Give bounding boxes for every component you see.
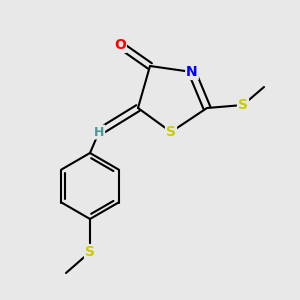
Text: O: O [114, 38, 126, 52]
Text: S: S [166, 125, 176, 139]
Text: S: S [238, 98, 248, 112]
Text: H: H [94, 125, 104, 139]
Text: S: S [85, 245, 95, 259]
Text: N: N [186, 65, 198, 79]
